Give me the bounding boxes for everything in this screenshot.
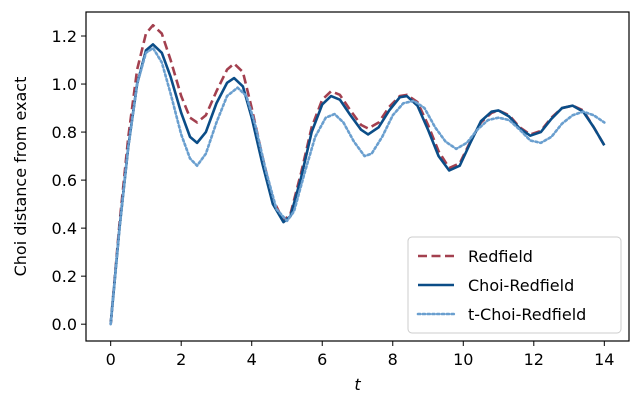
y-tick-label: 1.0 [52, 75, 77, 94]
x-tick-label: 10 [453, 350, 473, 369]
x-tick-label: 2 [176, 350, 186, 369]
legend-label: t-Choi-Redfield [468, 305, 586, 324]
x-tick-label: 4 [247, 350, 257, 369]
y-tick-label: 0.6 [52, 171, 77, 190]
x-tick-label: 0 [106, 350, 116, 369]
x-tick-label: 8 [388, 350, 398, 369]
y-axis-label: Choi distance from exact [11, 77, 30, 277]
x-tick-label: 14 [594, 350, 614, 369]
x-tick-label: 12 [524, 350, 544, 369]
y-tick-label: 0.0 [52, 315, 77, 334]
axes-frame [85, 11, 630, 342]
series-line-choi-redfield [109, 43, 606, 325]
x-tick-label: 6 [317, 350, 327, 369]
legend-label: Choi-Redfield [468, 276, 574, 295]
legend: Redfield Choi-Redfield t-Choi-Redfield [407, 236, 622, 334]
series-line-t-choi-redfield [109, 46, 606, 326]
y-tick-label: 0.2 [52, 267, 77, 286]
y-tick-label: 1.2 [52, 27, 77, 46]
legend-label: Redfield [468, 247, 533, 266]
y-tick-label: 0.4 [52, 219, 77, 238]
plot-series [109, 23, 606, 326]
legend-box [407, 236, 622, 334]
y-tick-label: 0.8 [52, 123, 77, 142]
y-axis: 0.0 0.2 0.4 0.6 0.8 1.0 1.2 [52, 27, 86, 334]
x-axis-label: t [354, 375, 361, 394]
x-axis: 0 2 4 6 8 10 12 14 [106, 341, 614, 369]
